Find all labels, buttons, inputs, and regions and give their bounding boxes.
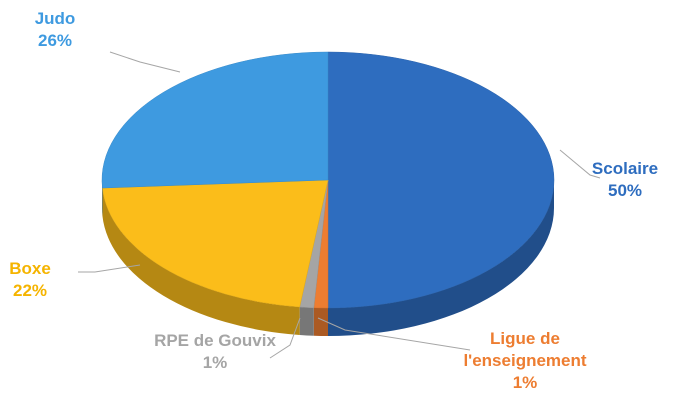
pie-slice-side <box>313 307 328 336</box>
data-label: Ligue de l'enseignement 1% <box>440 328 610 394</box>
pie-slice-side <box>328 180 554 336</box>
leader-line <box>109 51 181 73</box>
pie-slice-side <box>102 188 300 335</box>
leader-lines <box>78 51 601 359</box>
data-label: Boxe 22% <box>0 258 60 302</box>
category-label: RPE de Gouvix <box>154 331 276 350</box>
leader-line <box>317 317 471 351</box>
value-label: 22% <box>12 281 48 300</box>
data-label: Judo 26% <box>25 8 85 52</box>
pie-slice-side <box>299 306 314 336</box>
category-label: Boxe <box>9 259 51 278</box>
value-label: 1% <box>202 353 228 372</box>
pie-slice <box>102 179 329 308</box>
category-label: Judo <box>34 9 76 28</box>
pie-slice <box>101 51 329 189</box>
value-label: 50% <box>607 181 643 200</box>
pie-slice <box>327 51 555 309</box>
data-label: RPE de Gouvix 1% <box>130 330 300 374</box>
pie-tops <box>101 51 555 309</box>
value-label: 26% <box>37 31 73 50</box>
category-label: Scolaire <box>591 159 659 178</box>
leader-line <box>269 317 301 359</box>
category-label: Ligue de l'enseignement <box>463 329 587 370</box>
pie-sides <box>102 180 554 336</box>
leader-line <box>559 149 601 179</box>
leader-line <box>78 264 141 273</box>
data-label: Scolaire 50% <box>570 158 677 202</box>
value-label: 1% <box>512 373 538 392</box>
